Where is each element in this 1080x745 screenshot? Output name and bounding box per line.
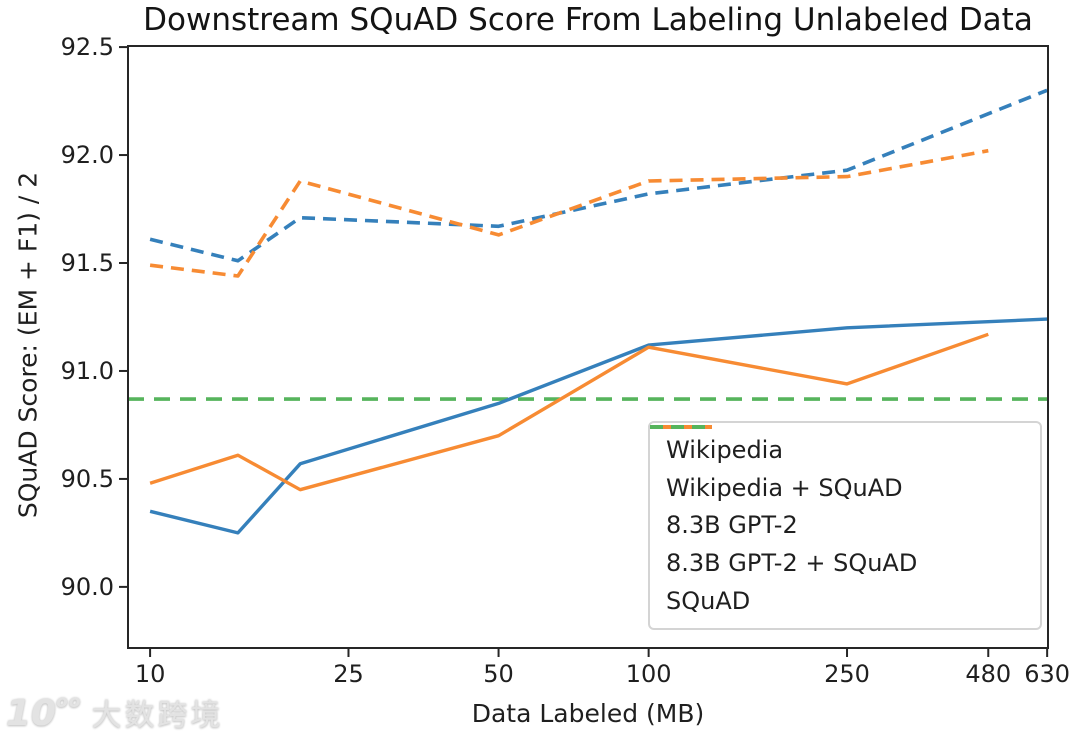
x-tick-label: 480 (965, 660, 1011, 688)
legend-item-8-3b-gpt-2: 8.3B GPT-2 (650, 425, 1024, 542)
y-tick-label: 90.0 (61, 573, 114, 601)
series-line-wikipedia (149, 317, 1048, 535)
legend-label: Wikipedia + SQuAD (666, 473, 903, 502)
x-tick-label: 250 (824, 660, 870, 688)
legend-label: Wikipedia (666, 435, 784, 464)
legend: Wikipedia Wikipedia + SQuAD 8.3B GPT-2 8.3B… (648, 421, 1042, 630)
watermark-logo-icon: 10oo (6, 692, 82, 734)
watermark-text: 大数跨境 (91, 698, 224, 733)
legend-item-wikipedia-squad: Wikipedia + SQuAD (650, 425, 1024, 505)
y-tick-label: 92.5 (61, 33, 114, 61)
x-tick-label: 10 (135, 660, 166, 688)
legend-label: 8.3B GPT-2 + SQuAD (666, 549, 918, 578)
y-tick-label: 90.5 (61, 465, 114, 493)
legend-label: 8.3B GPT-2 (666, 511, 798, 540)
series-line-8-3b-gpt-2-squad (149, 148, 989, 278)
legend-item-8-3b-gpt-2-squad: 8.3B GPT-2 + SQuAD (650, 425, 1024, 580)
y-axis-label: SQuAD Score: (EM + F1) / 2 (13, 171, 43, 519)
series-line-wikipedia-squad (149, 88, 1048, 263)
x-tick-label: 25 (333, 660, 364, 688)
chart-title: Downstream SQuAD Score From Labeling Unl… (143, 2, 1033, 38)
x-axis-label: Data Labeled (MB) (471, 699, 705, 728)
y-tick-label: 91.0 (61, 357, 114, 385)
watermark: 10oo 大数跨境 (6, 692, 224, 734)
legend-swatch-squad (650, 425, 712, 429)
x-tick-label: 50 (483, 660, 514, 688)
legend-label: SQuAD (666, 587, 751, 616)
x-tick-label: 100 (626, 660, 672, 688)
series-line-8-3b-gpt-2 (149, 332, 989, 492)
y-tick-label: 92.0 (61, 141, 114, 169)
legend-item-wikipedia: Wikipedia (650, 425, 1024, 467)
axes-frame (127, 45, 1049, 649)
y-tick-label: 91.5 (61, 249, 114, 277)
legend-item-squad: SQuAD (650, 425, 1024, 618)
x-tick-label: 630 (1024, 660, 1070, 688)
